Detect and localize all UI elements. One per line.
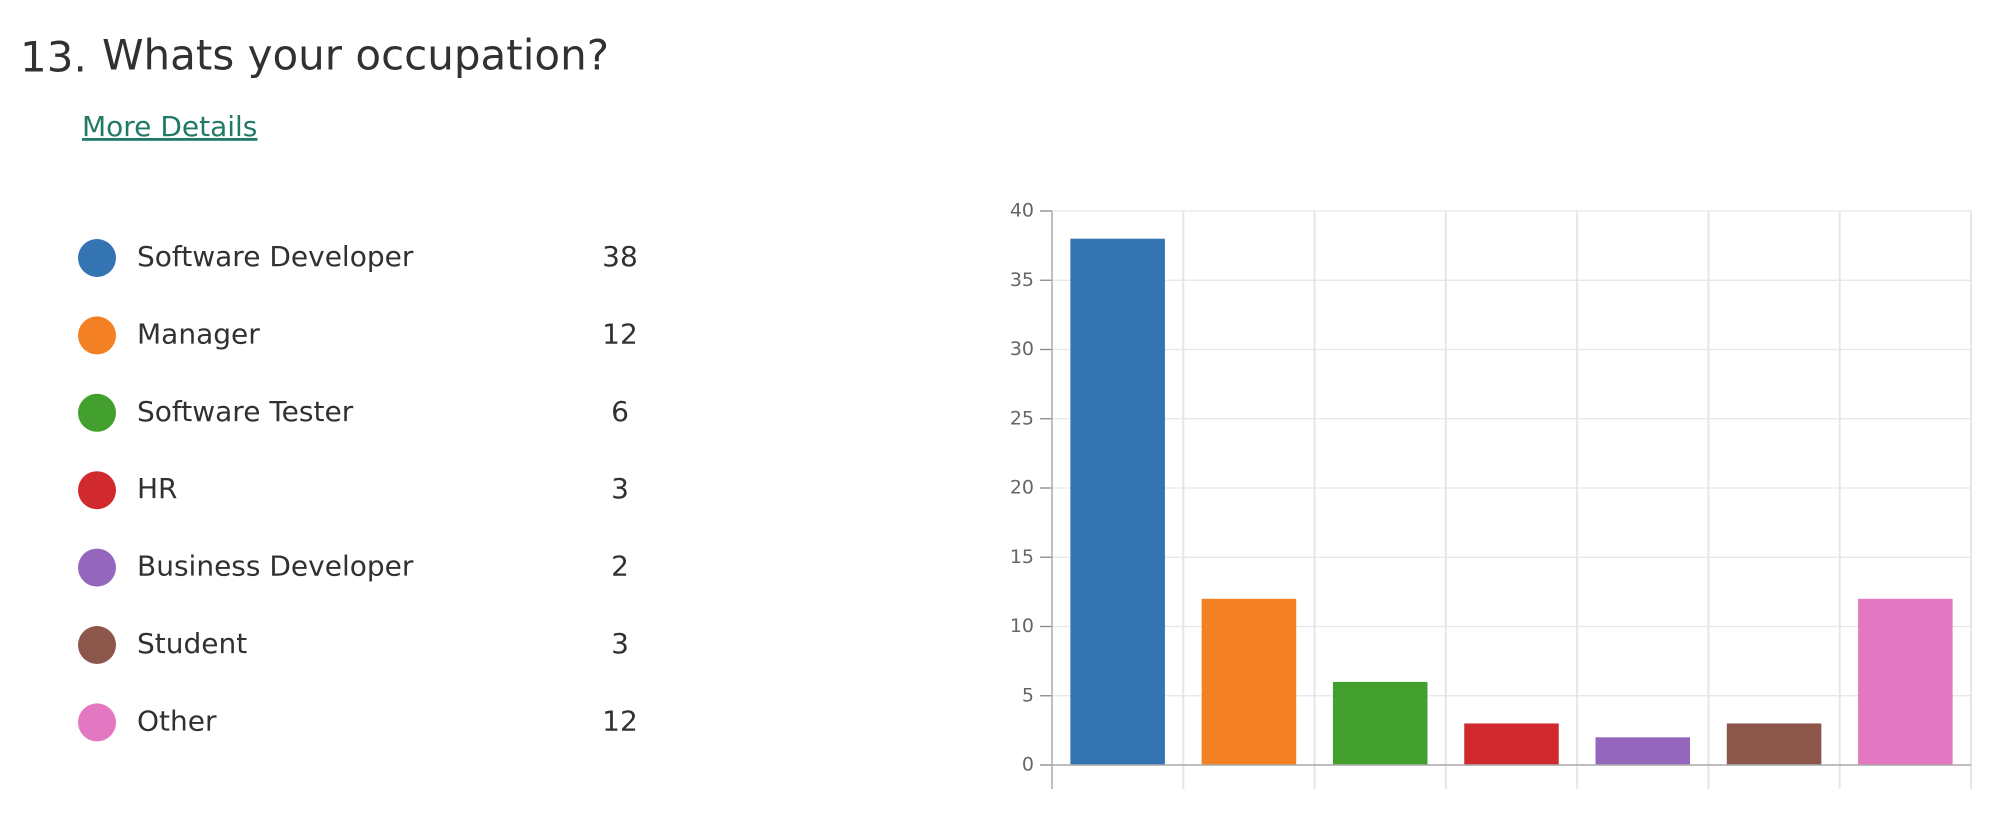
y-tick-label: 20 — [1010, 477, 1034, 499]
bar — [1070, 238, 1165, 765]
bar — [1201, 598, 1297, 765]
legend-count: 3 — [611, 627, 629, 660]
y-tick-label: 10 — [1010, 615, 1034, 637]
legend-count: 12 — [602, 317, 638, 350]
legend-dot — [78, 548, 116, 587]
legend-dot — [78, 393, 116, 432]
y-tick-label: 25 — [1010, 407, 1034, 429]
y-tick-label: 35 — [1010, 269, 1034, 291]
legend-count: 12 — [602, 704, 638, 737]
legend-dot — [78, 626, 116, 664]
legend-dot — [78, 471, 116, 510]
legend-dot — [78, 703, 116, 742]
question-number: 13. — [20, 33, 87, 82]
legend-label: Business Developer — [137, 550, 414, 583]
y-tick-label: 40 — [1010, 200, 1034, 222]
y-tick-label: 30 — [1010, 338, 1034, 360]
y-tick-label: 0 — [1022, 754, 1034, 776]
bar — [1858, 598, 1953, 765]
legend-dot — [78, 239, 116, 277]
legend-count: 6 — [611, 395, 629, 428]
question-title: Whats your occupation? — [102, 31, 609, 80]
legend-label: Manager — [137, 317, 260, 350]
legend-count: 2 — [611, 550, 629, 583]
legend-dot — [78, 316, 116, 355]
legend-count: 3 — [611, 472, 629, 505]
bar — [1595, 737, 1691, 765]
bar — [1726, 723, 1822, 765]
bar — [1332, 681, 1428, 765]
y-tick-label: 15 — [1010, 546, 1034, 568]
legend-label: Software Tester — [137, 395, 354, 428]
legend-label: Other — [137, 704, 217, 737]
legend-label: Student — [137, 627, 247, 660]
y-tick-label: 5 — [1022, 684, 1034, 706]
legend-count: 38 — [602, 240, 638, 273]
bar — [1464, 723, 1559, 765]
legend-label: Software Developer — [137, 240, 414, 273]
legend-label: HR — [137, 472, 178, 505]
more-details-link[interactable]: More Details — [82, 110, 257, 143]
